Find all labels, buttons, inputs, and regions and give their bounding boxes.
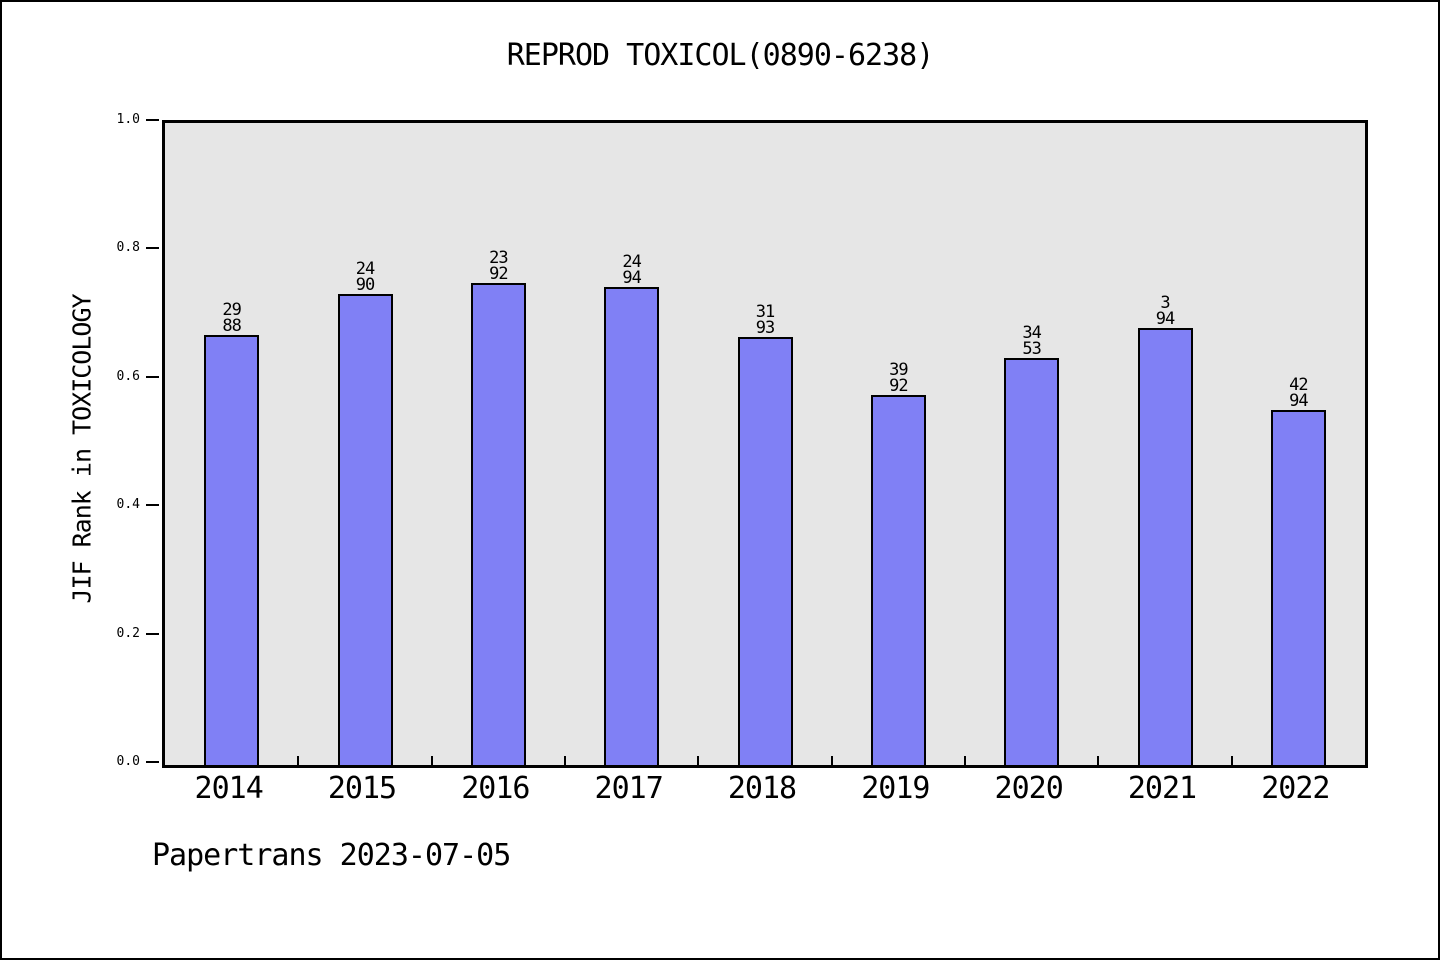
bar-2017 [604,287,660,765]
y-tick-label-0.0: 0.0 [116,754,140,769]
x-tick-label-2022: 2022 [1261,771,1330,806]
x-tick-label-2014: 2014 [194,771,264,806]
x-minor-tick [1231,756,1233,765]
y-tick-label-0.8: 0.8 [116,240,140,255]
bar-2022 [1270,410,1326,765]
y-axis-title: JIF Rank in TOXICOLOGY [67,294,97,604]
bar-2020 [1004,358,1060,765]
y-tick-label-0.4: 0.4 [116,497,140,512]
x-tick-label-2018: 2018 [727,771,797,806]
x-tick-label-2021: 2021 [1127,771,1197,806]
bar-value-label-2022: 42 94 [1289,374,1308,411]
footer-watermark: Papertrans 2023-07-05 [152,838,511,873]
y-tick-label-1.0: 1.0 [116,112,140,127]
bar-2015 [337,294,393,765]
bar-value-label-2021: 3 94 [1155,292,1175,329]
x-minor-tick [431,756,433,765]
y-tick-mark [146,376,159,378]
bar-2021 [1137,328,1193,765]
plot-area: 29 88 24 90 23 92 24 94 31 93 39 92 34 53 3 94 4… [162,120,1368,768]
bar-value-label-2019: 39 92 [889,359,908,396]
y-tick-label-0.2: 0.2 [116,626,140,641]
bar-2014 [204,335,260,765]
x-tick-label-2015: 2015 [327,771,397,806]
bar-value-label-2015: 24 90 [355,258,375,295]
y-tick-mark [146,761,159,763]
y-tick-label-0.6: 0.6 [116,369,140,384]
x-tick-label-2017: 2017 [594,771,664,806]
x-minor-tick [297,756,299,765]
bar-value-label-2014: 29 88 [222,299,241,336]
x-minor-tick [1097,756,1099,765]
x-minor-tick [697,756,699,765]
y-tick-mark [146,119,159,121]
bar-2018 [737,337,793,765]
chart-title: REPROD TOXICOL(0890-6238) [506,38,935,73]
x-minor-tick [564,756,566,765]
bar-value-label-2018: 31 93 [755,301,775,338]
bar-2016 [470,283,526,765]
y-tick-mark [146,633,159,635]
y-tick-mark [146,247,159,249]
x-tick-label-2019: 2019 [861,771,930,806]
x-minor-tick [831,756,833,765]
bar-value-label-2016: 23 92 [489,247,508,284]
bar-2019 [870,395,926,765]
bar-value-label-2020: 34 53 [1022,322,1041,359]
bar-value-label-2017: 24 94 [622,251,641,288]
x-minor-tick [964,756,966,765]
y-tick-mark [146,504,159,506]
x-tick-label-2016: 2016 [461,771,530,806]
x-tick-label-2020: 2020 [994,771,1064,806]
